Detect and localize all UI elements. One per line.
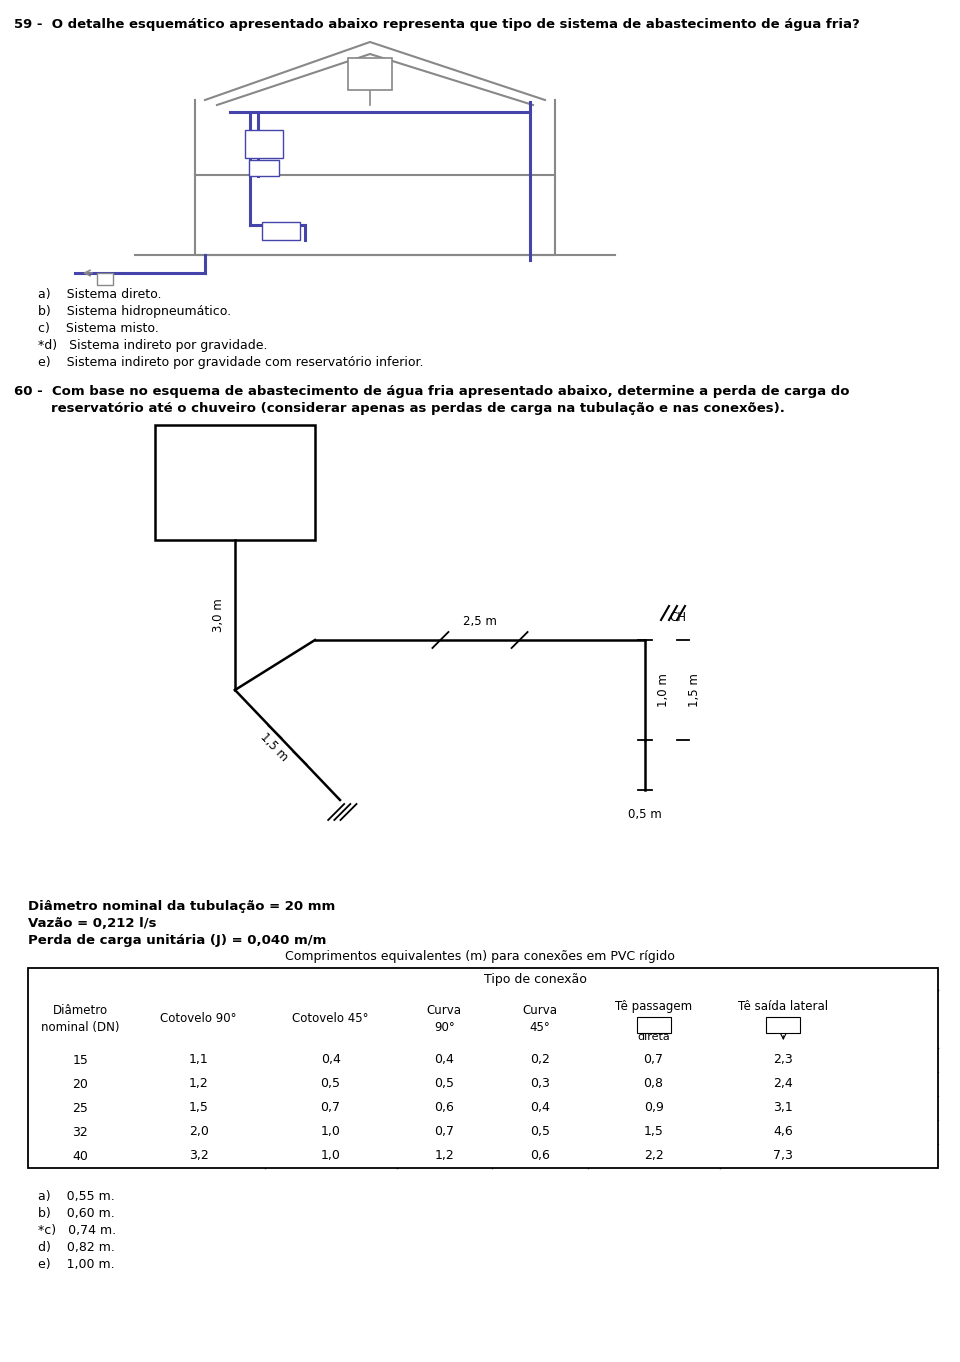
Bar xyxy=(262,222,300,240)
Text: 2,3: 2,3 xyxy=(774,1053,793,1066)
Text: 0,2: 0,2 xyxy=(530,1053,550,1066)
Text: 0,7: 0,7 xyxy=(643,1053,663,1066)
Text: 1,0: 1,0 xyxy=(321,1150,341,1163)
Bar xyxy=(97,272,113,285)
Text: Diâmetro
nominal (DN): Diâmetro nominal (DN) xyxy=(41,1004,120,1035)
Text: a)    Sistema direto.: a) Sistema direto. xyxy=(38,287,161,301)
Text: 1,5: 1,5 xyxy=(644,1125,663,1139)
Text: 1,5: 1,5 xyxy=(189,1102,208,1114)
Text: Tipo de conexão: Tipo de conexão xyxy=(484,972,587,986)
Text: Cotovelo 45°: Cotovelo 45° xyxy=(293,1012,369,1026)
Text: 1,2: 1,2 xyxy=(435,1150,454,1163)
Text: 32: 32 xyxy=(72,1125,88,1139)
Text: 2,2: 2,2 xyxy=(644,1150,663,1163)
Text: Comprimentos equivalentes (m) para conexões em PVC rígido: Comprimentos equivalentes (m) para conex… xyxy=(285,951,675,963)
Text: b)    Sistema hidropneumático.: b) Sistema hidropneumático. xyxy=(38,305,231,317)
Bar xyxy=(766,1017,801,1032)
Bar xyxy=(155,425,315,539)
Text: Curva
90°: Curva 90° xyxy=(427,1004,462,1034)
Text: 0,5 m: 0,5 m xyxy=(628,808,661,821)
Text: 0,3: 0,3 xyxy=(530,1077,550,1091)
Text: 25: 25 xyxy=(72,1102,88,1114)
Text: Tê passagem: Tê passagem xyxy=(615,1000,692,1013)
Text: 4,6: 4,6 xyxy=(774,1125,793,1139)
Bar xyxy=(155,458,315,539)
Text: reservatório até o chuveiro (considerar apenas as perdas de carga na tubulação e: reservatório até o chuveiro (considerar … xyxy=(14,402,785,415)
Text: *c)   0,74 m.: *c) 0,74 m. xyxy=(38,1224,116,1237)
Text: 20: 20 xyxy=(72,1077,88,1091)
Text: 1,5 m: 1,5 m xyxy=(688,673,701,707)
Text: e)    Sistema indireto por gravidade com reservatório inferior.: e) Sistema indireto por gravidade com re… xyxy=(38,355,423,369)
Bar xyxy=(348,59,392,90)
Text: 1,1: 1,1 xyxy=(189,1053,208,1066)
Text: 0,8: 0,8 xyxy=(643,1077,663,1091)
Text: 7,3: 7,3 xyxy=(774,1150,793,1163)
Bar xyxy=(636,1017,671,1032)
Text: 1,0 m: 1,0 m xyxy=(657,673,670,707)
Text: Diâmetro nominal da tubulação = 20 mm: Diâmetro nominal da tubulação = 20 mm xyxy=(28,900,335,913)
Text: 0,4: 0,4 xyxy=(321,1053,341,1066)
Text: Tê saída lateral: Tê saída lateral xyxy=(738,1000,828,1013)
Text: 0,5: 0,5 xyxy=(434,1077,454,1091)
Bar xyxy=(28,968,938,1169)
Text: *d)   Sistema indireto por gravidade.: *d) Sistema indireto por gravidade. xyxy=(38,339,268,351)
Text: 60 -  Com base no esquema de abastecimento de água fria apresentado abaixo, dete: 60 - Com base no esquema de abasteciment… xyxy=(14,385,850,398)
Text: 1,0: 1,0 xyxy=(321,1125,341,1139)
Text: 40: 40 xyxy=(72,1150,88,1163)
Text: a)    0,55 m.: a) 0,55 m. xyxy=(38,1190,115,1203)
Text: CH: CH xyxy=(669,612,686,624)
Text: 1,2: 1,2 xyxy=(189,1077,208,1091)
Text: 0,6: 0,6 xyxy=(434,1102,454,1114)
Text: 0,4: 0,4 xyxy=(530,1102,550,1114)
Text: 2,4: 2,4 xyxy=(774,1077,793,1091)
Text: 2,0: 2,0 xyxy=(189,1125,208,1139)
Text: 0,9: 0,9 xyxy=(644,1102,663,1114)
Text: 59 -  O detalhe esquemático apresentado abaixo representa que tipo de sistema de: 59 - O detalhe esquemático apresentado a… xyxy=(14,18,860,31)
Text: 0,7: 0,7 xyxy=(321,1102,341,1114)
Text: e)    1,00 m.: e) 1,00 m. xyxy=(38,1258,114,1271)
Text: 0,7: 0,7 xyxy=(434,1125,454,1139)
Text: 0,6: 0,6 xyxy=(530,1150,550,1163)
Text: Curva
45°: Curva 45° xyxy=(522,1004,558,1034)
Bar xyxy=(249,159,279,176)
Text: b)    0,60 m.: b) 0,60 m. xyxy=(38,1207,115,1220)
Text: 15: 15 xyxy=(72,1053,88,1066)
Text: 2,5 m: 2,5 m xyxy=(463,616,497,628)
Text: d)    0,82 m.: d) 0,82 m. xyxy=(38,1241,115,1254)
Bar xyxy=(245,129,283,158)
Text: 0,4: 0,4 xyxy=(434,1053,454,1066)
Text: Perda de carga unitária (J) = 0,040 m/m: Perda de carga unitária (J) = 0,040 m/m xyxy=(28,934,326,947)
Text: direta: direta xyxy=(637,1032,670,1042)
Text: 3,1: 3,1 xyxy=(774,1102,793,1114)
Text: Cotovelo 90°: Cotovelo 90° xyxy=(160,1012,237,1026)
Text: 3,0 m: 3,0 m xyxy=(212,598,225,632)
Text: 3,2: 3,2 xyxy=(189,1150,208,1163)
Text: 0,5: 0,5 xyxy=(321,1077,341,1091)
Text: Vazão = 0,212 l/s: Vazão = 0,212 l/s xyxy=(28,917,156,930)
Text: 1,5 m: 1,5 m xyxy=(257,730,290,764)
Text: c)    Sistema misto.: c) Sistema misto. xyxy=(38,321,158,335)
Text: 0,5: 0,5 xyxy=(530,1125,550,1139)
